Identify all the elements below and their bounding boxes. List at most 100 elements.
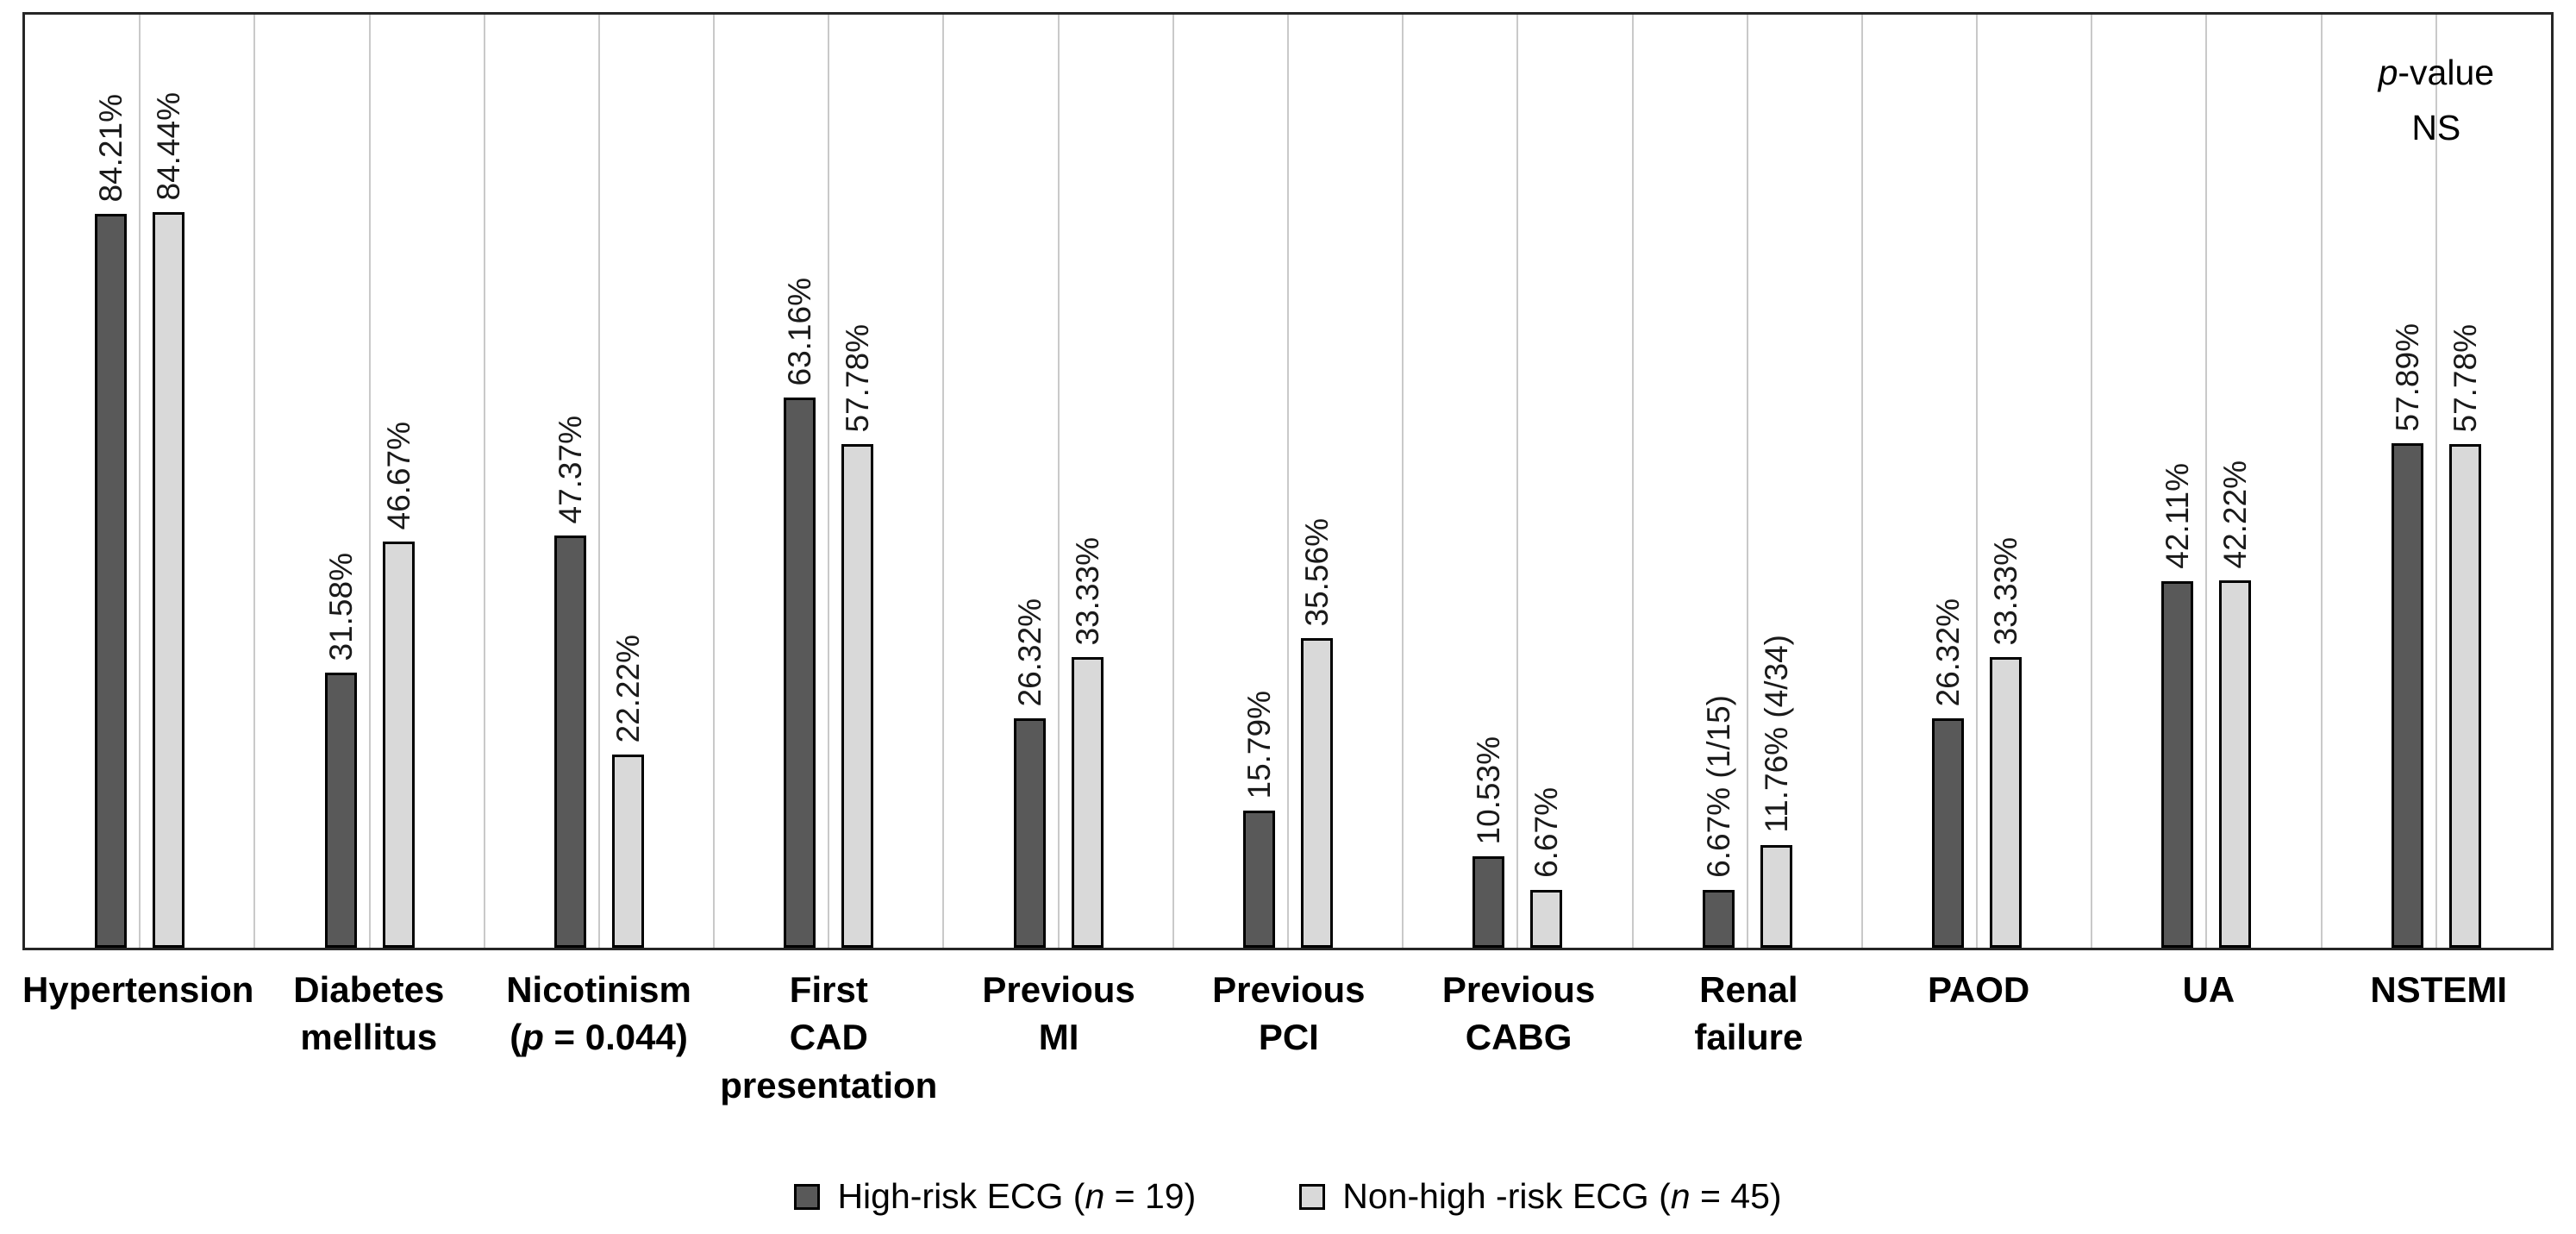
bar-cell: 31.58% [322, 15, 359, 948]
bar-high-risk [2391, 443, 2423, 948]
bar-value-label: 33.33% [1988, 536, 2024, 646]
bar-cell: 26.32% [1930, 15, 1966, 948]
bar-non-high-risk [1760, 845, 1792, 948]
bar-value-label: 84.21% [93, 93, 129, 203]
legend-swatch-high-risk [794, 1183, 821, 1210]
category-label: Renal failure [1694, 969, 1804, 1058]
gridline [2435, 15, 2437, 948]
category-label: PAOD [1928, 969, 2030, 1010]
bar-non-high-risk [1300, 638, 1333, 948]
gridline [1057, 15, 1060, 948]
bar-cell: 6.67% (1/15) [1700, 15, 1736, 948]
category-label: Hypertension [22, 969, 254, 1010]
category-label: NSTEMI [2370, 969, 2507, 1010]
category-label: Previous PCI [1212, 969, 1366, 1058]
bar-non-high-risk [2448, 444, 2481, 948]
gridline [2091, 15, 2093, 948]
category-group: 10.53% 6.67% [1403, 15, 1632, 948]
bar-high-risk [1932, 718, 1965, 948]
bar-cell: 6.67% [1529, 15, 1565, 948]
bar-value-label: 42.22% [2217, 460, 2254, 569]
bar-cell: 26.32% [1011, 15, 1047, 948]
category-label: Diabetes mellitus [293, 969, 445, 1058]
bar-cell: 57.78% [840, 15, 876, 948]
bar-columns: 84.21% 84.44% 31.58% 46.67% 47.37% 22.22% 63.1… [25, 15, 2551, 948]
bar-value-label: 26.32% [1011, 598, 1047, 707]
bar-cell: 10.53% [1471, 15, 1507, 948]
bar-high-risk [2161, 581, 2194, 948]
bar-value-label: 57.78% [840, 323, 876, 433]
gridline [1746, 15, 1748, 948]
legend-swatch-non-high-risk [1299, 1183, 1326, 1210]
bar-non-high-risk [841, 444, 874, 948]
category-group: 15.79% 35.56% [1173, 15, 1403, 948]
bar-high-risk [784, 398, 816, 948]
bar-non-high-risk [1071, 657, 1104, 948]
bar-value-label: 6.67% [1529, 787, 1565, 878]
bar-value-label: 10.53% [1471, 736, 1507, 845]
category-label: UA [2182, 969, 2235, 1010]
gridline [2320, 15, 2323, 948]
gridline [1631, 15, 1634, 948]
gridline [1287, 15, 1289, 948]
p-value-annotation: p-value NS [2378, 53, 2495, 147]
bar-value-label: 22.22% [610, 634, 646, 743]
legend-item-high-risk: High-risk ECG (n = 19) [794, 1176, 1196, 1217]
category-group: 63.16% 57.78% [714, 15, 943, 948]
bar-high-risk [1242, 811, 1275, 948]
bar-cell: 46.67% [380, 15, 416, 948]
category-group: 42.11% 42.22% [2091, 15, 2321, 948]
bar-high-risk [1013, 718, 1046, 948]
gridline [368, 15, 371, 948]
bar-cell: 42.22% [2217, 15, 2254, 948]
bar-value-label: 46.67% [380, 421, 416, 530]
gridline [483, 15, 485, 948]
bar-non-high-risk [153, 212, 185, 948]
bar-cell: 22.22% [610, 15, 646, 948]
category-group: 26.32% 33.33% [943, 15, 1172, 948]
bar-value-label: 31.58% [322, 552, 359, 661]
bar-cell: 47.37% [553, 15, 588, 948]
gridline [713, 15, 716, 948]
bar-cell: 84.44% [151, 15, 186, 948]
bar-value-label: 33.33% [1069, 536, 1105, 646]
bar-value-label: 42.11% [2160, 463, 2196, 569]
legend-item-non-high-risk: Non-high -risk ECG (n = 45) [1299, 1176, 1782, 1217]
bar-value-label: 63.16% [782, 277, 818, 386]
bar-cell: 63.16% [782, 15, 818, 948]
bar-high-risk [1472, 856, 1505, 948]
bar-non-high-risk [1990, 657, 2023, 948]
category-group: 84.21% 84.44% [25, 15, 254, 948]
category-group: 6.67% (1/15) 11.76% (4/34) [1633, 15, 1862, 948]
bar-cell: 84.21% [93, 15, 129, 948]
category-label: Previous CABG [1441, 969, 1596, 1058]
gridline [828, 15, 830, 948]
bar-value-label: 26.32% [1930, 598, 1966, 707]
gridline [1976, 15, 1979, 948]
bar-high-risk [553, 536, 586, 948]
plot-area: 84.21% 84.44% 31.58% 46.67% 47.37% 22.22% 63.1… [22, 12, 2554, 950]
bar-cell: 33.33% [1988, 15, 2024, 948]
bar-value-label: 6.67% (1/15) [1700, 695, 1736, 878]
gridline [1402, 15, 1404, 948]
category-group: 57.89% 57.78% [2322, 15, 2551, 948]
gridlines [25, 15, 2551, 948]
bar-cell: 57.78% [2447, 15, 2483, 948]
gridline [1860, 15, 1863, 948]
bar-non-high-risk [1530, 890, 1563, 948]
gridline [253, 15, 256, 948]
bar-non-high-risk [382, 542, 415, 948]
bar-value-label: 57.78% [2447, 323, 2483, 433]
category-group: 31.58% 46.67% [254, 15, 484, 948]
category-label: Previous MI [982, 969, 1135, 1058]
bar-cell: 57.89% [2390, 15, 2425, 948]
bar-cell: 42.11% [2160, 15, 2196, 948]
bar-high-risk [1702, 890, 1735, 948]
category-group: 26.32% 33.33% [1862, 15, 2091, 948]
bar-high-risk [95, 214, 128, 948]
gridline [1172, 15, 1174, 948]
legend-label-non-high-risk: Non-high -risk ECG (n = 45) [1342, 1176, 1782, 1216]
bar-cell: 35.56% [1298, 15, 1335, 948]
bar-high-risk [324, 673, 357, 948]
bar-value-label: 35.56% [1298, 517, 1335, 627]
